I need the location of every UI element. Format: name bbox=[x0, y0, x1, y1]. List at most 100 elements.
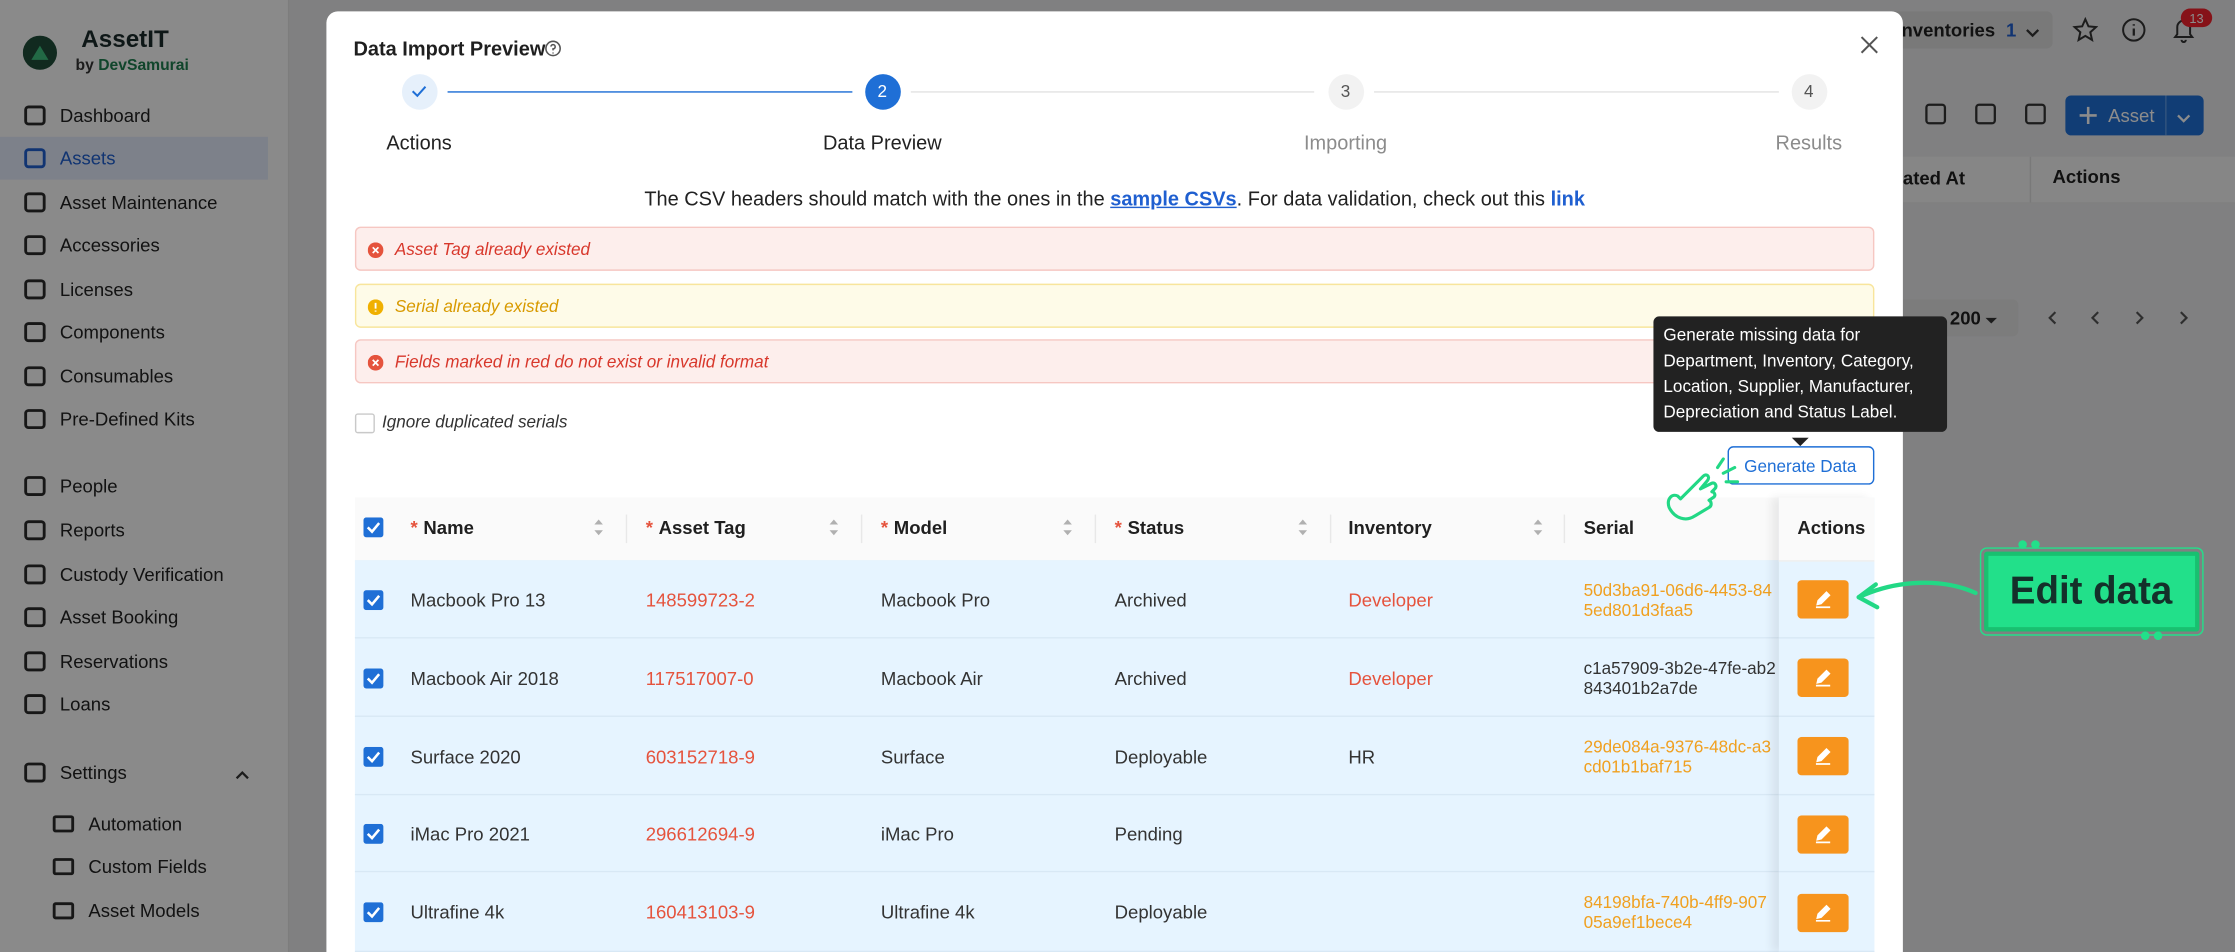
step-circle bbox=[1790, 73, 1827, 110]
step-line bbox=[910, 90, 1315, 92]
sort-icon[interactable] bbox=[1532, 517, 1543, 537]
add-chevron-icon bbox=[2177, 114, 2191, 123]
ignore-label[interactable]: Ignore duplicated serials bbox=[382, 411, 568, 432]
column-header[interactable]: Inventory bbox=[1348, 517, 1431, 538]
edit-button[interactable] bbox=[1797, 893, 1849, 932]
tooltip-line: Location, Supplier, Manufacturer, bbox=[1663, 376, 1914, 397]
column-header[interactable]: * Status bbox=[1115, 517, 1185, 538]
star[interactable] bbox=[2072, 16, 2099, 43]
edit-button[interactable] bbox=[1797, 580, 1849, 619]
nav-item[interactable]: Consumables bbox=[59, 365, 174, 387]
table-row bbox=[354, 716, 1875, 796]
nav-sub-item[interactable]: Automation bbox=[88, 813, 183, 835]
close[interactable] bbox=[1860, 36, 1879, 55]
column-label: Inventory bbox=[1348, 516, 1432, 539]
sort-icon[interactable] bbox=[593, 517, 604, 537]
pager-icon[interactable] bbox=[2131, 309, 2148, 326]
step-number: 4 bbox=[1804, 81, 1814, 102]
column-header[interactable]: * Model bbox=[881, 517, 947, 538]
edit-button-icon bbox=[1797, 658, 1849, 698]
cell-asset-tag: 160413103-9 bbox=[645, 901, 755, 923]
edit-button-icon bbox=[1797, 736, 1849, 776]
ignore-checkbox[interactable] bbox=[354, 413, 375, 434]
sample-link[interactable]: sample CSVs bbox=[1110, 186, 1237, 210]
company: DevSamurai bbox=[98, 57, 189, 75]
sort-icon[interactable] bbox=[1297, 517, 1308, 537]
page-size[interactable]: 200 bbox=[1949, 307, 1981, 329]
toolbar-icon[interactable] bbox=[1974, 103, 1997, 126]
serial-line: 843401b2a7de bbox=[1583, 677, 1698, 698]
toolbar-icon[interactable] bbox=[2024, 103, 2047, 126]
serial-line: 84198bfa-740b-4ff9-907 bbox=[1583, 892, 1767, 913]
row-checkbox[interactable] bbox=[363, 746, 384, 767]
table-row bbox=[354, 560, 1875, 639]
step-label: Actions bbox=[386, 131, 452, 154]
nav-item[interactable]: Pre-Defined Kits bbox=[59, 408, 195, 430]
column-separator bbox=[1329, 514, 1332, 544]
nav-item[interactable]: Asset Booking bbox=[59, 606, 179, 628]
generate-label: Generate Data bbox=[1744, 455, 1857, 476]
actions-row-border bbox=[1778, 715, 1875, 717]
nav-icon bbox=[24, 235, 46, 256]
cell-name: Surface 2020 bbox=[410, 745, 521, 767]
nav-icon bbox=[24, 476, 46, 497]
nav-item[interactable]: Licenses bbox=[59, 278, 134, 301]
cell-name: Ultrafine 4k bbox=[410, 901, 505, 923]
edit-button[interactable] bbox=[1797, 814, 1849, 854]
row-checkbox[interactable] bbox=[363, 667, 384, 688]
toolbar-icon-icon bbox=[1975, 103, 1996, 125]
nav-item[interactable]: Asset Maintenance bbox=[59, 191, 218, 214]
toolbar-icon[interactable] bbox=[1924, 103, 1947, 126]
sort-icon-icon bbox=[1298, 519, 1308, 536]
nav-item[interactable]: Accessories bbox=[59, 234, 160, 256]
pager-icon[interactable] bbox=[2087, 309, 2104, 326]
bg-column: ated At bbox=[1902, 167, 1965, 189]
serial-line: c1a57909-3b2e-47fe-ab2 bbox=[1583, 657, 1776, 678]
column-header[interactable]: * Name bbox=[411, 517, 474, 538]
row-checkbox[interactable] bbox=[363, 902, 384, 923]
pager-icon[interactable] bbox=[2175, 309, 2192, 326]
sort-icon[interactable] bbox=[1062, 517, 1073, 537]
cell-serial: 29de084a-9376-48dc-a3 cd01b1baf715 bbox=[1584, 735, 1779, 778]
nav-item[interactable]: People bbox=[59, 475, 118, 497]
alert-icon bbox=[367, 241, 384, 258]
inventory-selector[interactable]: nventories 1 bbox=[1901, 19, 2016, 40]
nav-item[interactable]: Components bbox=[59, 321, 165, 343]
alert-text: Serial already existed bbox=[394, 295, 559, 316]
alert-icon-icon bbox=[367, 354, 384, 371]
nav-item[interactable]: Reservations bbox=[59, 650, 169, 673]
cell-asset-tag: 603152718-9 bbox=[645, 745, 755, 767]
nav-item[interactable]: Dashboard bbox=[59, 104, 151, 127]
pager-icon[interactable] bbox=[2044, 309, 2061, 326]
nav-sub-item[interactable]: Asset Models bbox=[88, 900, 200, 922]
header-checkbox[interactable] bbox=[363, 517, 384, 538]
column-header[interactable]: Serial bbox=[1584, 517, 1634, 538]
tooltip-arrow bbox=[1791, 430, 1809, 447]
step-check-icon bbox=[411, 85, 427, 98]
column-label: Serial bbox=[1583, 516, 1635, 539]
edit-button[interactable] bbox=[1797, 658, 1849, 698]
generate-button[interactable] bbox=[1727, 446, 1875, 485]
nav-item[interactable]: Custody Verification bbox=[59, 563, 224, 586]
nav-item[interactable]: Reports bbox=[59, 519, 125, 541]
row-checkbox[interactable] bbox=[363, 823, 384, 844]
validation-link[interactable]: link bbox=[1550, 186, 1585, 210]
tooltip bbox=[1653, 316, 1948, 432]
nav-sub-item[interactable]: Custom Fields bbox=[88, 855, 207, 878]
cell-name: Macbook Pro 13 bbox=[410, 588, 546, 611]
row-checkbox[interactable] bbox=[363, 589, 384, 610]
nav-icon bbox=[24, 192, 46, 213]
column-header[interactable]: * Asset Tag bbox=[646, 517, 746, 538]
info-icon bbox=[2122, 18, 2146, 42]
sort-icon[interactable] bbox=[828, 517, 839, 537]
row-checkbox-icon bbox=[363, 823, 384, 844]
nav-item[interactable]: Settings bbox=[59, 761, 127, 784]
help[interactable] bbox=[544, 40, 561, 57]
info[interactable] bbox=[2121, 17, 2147, 43]
nav-icon bbox=[24, 279, 46, 300]
edit-button[interactable] bbox=[1797, 736, 1849, 776]
nav-item[interactable]: Loans bbox=[59, 693, 111, 715]
nav-item[interactable]: Assets bbox=[59, 147, 116, 169]
sort-icon-icon bbox=[829, 519, 839, 536]
step-circle bbox=[401, 73, 437, 110]
